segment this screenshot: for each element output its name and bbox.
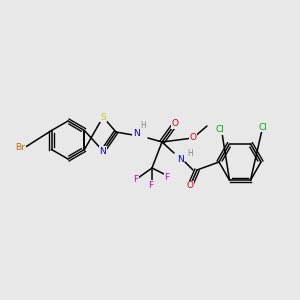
- Text: O: O: [172, 119, 178, 128]
- Text: O: O: [190, 134, 196, 142]
- Text: N: N: [100, 146, 106, 155]
- Text: H: H: [140, 122, 146, 130]
- Text: Cl: Cl: [259, 122, 267, 131]
- Text: H: H: [187, 148, 193, 158]
- Text: Br: Br: [15, 143, 25, 152]
- Text: F: F: [164, 172, 169, 182]
- Text: F: F: [148, 181, 154, 190]
- Text: N: N: [133, 128, 140, 137]
- Text: O: O: [187, 182, 194, 190]
- Text: Cl: Cl: [216, 125, 224, 134]
- Text: S: S: [100, 112, 106, 122]
- Text: F: F: [134, 175, 139, 184]
- Text: N: N: [177, 155, 183, 164]
